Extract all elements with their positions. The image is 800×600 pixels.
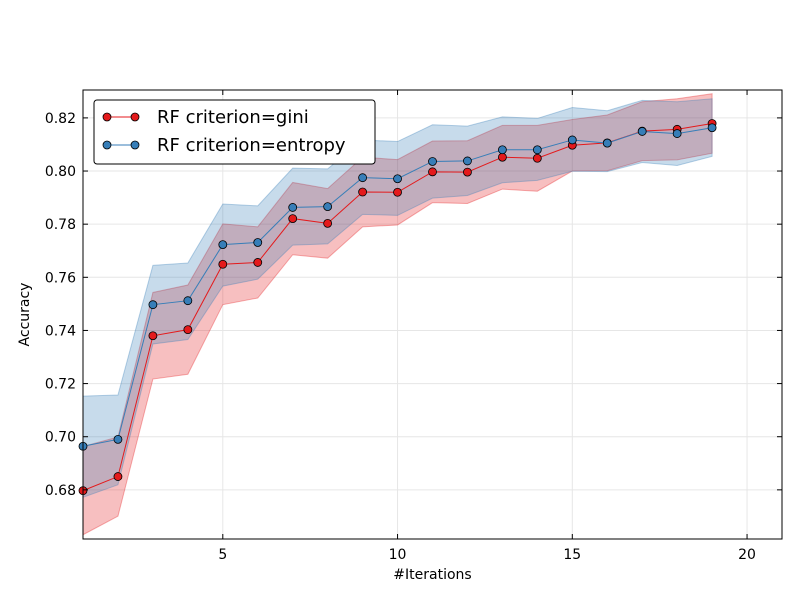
x-tick-label: 20	[738, 547, 756, 563]
data-point-series-1	[532, 153, 542, 163]
data-point-series-2	[358, 173, 368, 183]
y-axis-label: Accuracy	[17, 283, 33, 347]
data-point-series-1	[113, 472, 123, 481]
data-point-series-2	[707, 123, 717, 133]
legend-marker-series-2	[102, 140, 112, 150]
y-tick-label: 0.76	[45, 270, 76, 286]
data-point-series-1	[183, 325, 193, 335]
legend-marker-series-2	[130, 140, 140, 150]
data-point-series-2	[113, 434, 123, 444]
y-tick-label: 0.78	[45, 217, 76, 233]
y-tick-label: 0.74	[45, 323, 76, 339]
x-tick-label: 15	[563, 547, 581, 563]
data-point-series-2	[637, 127, 647, 136]
data-point-series-2	[323, 202, 333, 212]
y-tick-label: 0.70	[45, 430, 76, 446]
legend-marker-series-1	[130, 112, 140, 122]
x-tick-label: 5	[218, 547, 227, 563]
data-point-series-1	[428, 167, 437, 177]
data-point-series-1	[358, 187, 368, 197]
data-point-series-1	[497, 152, 507, 162]
legend-box	[93, 99, 376, 165]
data-point-series-2	[183, 296, 193, 306]
data-point-series-2	[532, 145, 542, 155]
data-point-series-2	[463, 156, 472, 166]
data-point-series-1	[323, 218, 333, 228]
plot-frame	[82, 89, 783, 540]
data-point-series-2	[497, 145, 507, 155]
y-tick-label: 0.82	[45, 111, 76, 127]
y-tick-label: 0.68	[45, 483, 76, 499]
data-point-series-1	[253, 258, 263, 267]
legend-label-series-2: RF criterion=entropy	[157, 135, 346, 156]
x-axis-label: #Iterations	[393, 567, 471, 583]
data-point-series-1	[148, 331, 158, 341]
data-point-series-2	[253, 238, 263, 247]
x-tick-label: 10	[389, 547, 407, 563]
data-point-series-2	[602, 138, 612, 148]
data-point-series-1	[463, 167, 472, 177]
data-point-series-2	[393, 174, 402, 184]
legend-label-series-1: RF criterion=gini	[157, 107, 309, 128]
legend-marker-series-1	[102, 112, 112, 122]
data-point-series-1	[393, 187, 402, 197]
data-point-series-1	[218, 259, 228, 269]
legend: RF criterion=gini RF criterion=entropy	[93, 99, 376, 165]
y-tick-label: 0.80	[45, 164, 76, 180]
data-point-series-2	[218, 240, 228, 250]
data-point-series-2	[672, 129, 682, 138]
data-point-series-2	[567, 135, 577, 145]
series-markers	[78, 119, 717, 496]
data-point-series-1	[288, 214, 298, 223]
data-point-series-2	[148, 300, 158, 310]
data-point-series-2	[288, 203, 298, 212]
y-tick-label: 0.72	[45, 377, 76, 393]
axis-ticks: 5 10 15 20 0.68 0.70 0.72 0.74 0.76 0.78 0.80 0.82	[45, 90, 782, 563]
data-point-series-2	[428, 157, 437, 166]
